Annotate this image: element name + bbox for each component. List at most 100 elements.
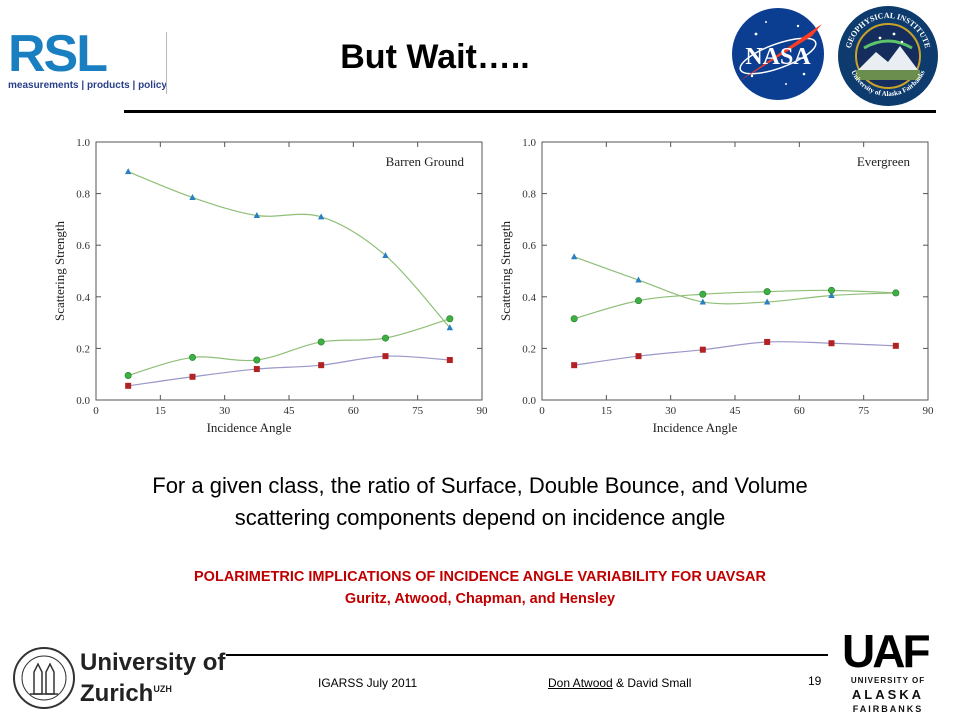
data-point-circle [124,371,132,379]
y-tick-label: 0.2 [76,343,90,355]
nasa-logo-text: NASA [745,44,811,70]
x-tick-label: 60 [794,405,806,417]
slide-title: But Wait….. [340,38,530,76]
footer-conference: IGARSS July 2011 [318,676,418,690]
data-point-circle [570,315,578,323]
uaf-wordmark: UNIVERSITY OF ALASKA FAIRBANKS [838,674,938,716]
data-point-triangle [828,292,835,299]
paper-title: POLARIMETRIC IMPLICATIONS OF INCIDENCE A… [194,569,766,585]
data-point-triangle [635,276,642,283]
data-point-triangle [763,298,771,305]
data-point-circle [253,356,261,364]
x-axis-label: Incidence Angle [653,420,738,435]
data-point-circle [699,290,707,298]
chart-annotation: Barren Ground [386,154,465,169]
footer-presenters: Don Atwood & David Small [548,676,691,690]
x-tick-label: 60 [348,405,360,417]
series-line-circle [574,289,896,320]
data-point-triangle [699,298,707,305]
y-tick-label: 0.6 [522,240,536,252]
x-tick-label: 90 [477,405,489,417]
y-tick-label: 0.4 [76,292,90,304]
x-tick-label: 15 [155,405,167,417]
data-point-square [446,357,453,364]
data-point-circle [317,338,325,346]
y-axis-label: Scattering Strength [498,221,513,322]
y-tick-label: 0.0 [522,395,536,407]
uzh-superscript: UZH [153,684,172,694]
caption-line-2: scattering components depend on incidenc… [234,505,726,530]
x-tick-label: 30 [219,405,231,417]
y-tick-label: 1.0 [76,137,90,149]
data-point-triangle [189,193,196,200]
series-line-square [128,355,450,387]
data-point-triangle [124,168,132,175]
y-tick-label: 0.6 [76,240,90,252]
chart-svg: 0 15 30 45 60 75 90 0.0 0.2 0.4 0.6 0.8 1.0 Incidence… [52,137,489,435]
data-point-square [189,373,196,380]
data-point-square [571,362,578,369]
uaf-logo: UAF UNIVERSITY OF ALASKA FAIRBANKS [838,628,938,716]
data-point-square [125,382,132,389]
data-point-triangle [570,253,578,260]
data-point-square [828,340,835,347]
y-tick-label: 0.0 [76,395,90,407]
presenter-link[interactable]: Don Atwood [548,676,613,690]
geophysical-institute-logo: GEOPHYSICAL INSTITUTE University of Alas… [838,6,938,106]
data-point-triangle [253,212,261,219]
series-line-square [574,341,896,366]
data-point-circle [763,288,771,296]
x-tick-label: 75 [412,405,424,417]
presenter-rest: & David Small [612,676,692,690]
uaf-line-1: UNIVERSITY OF [850,676,926,685]
series-line-circle [128,318,451,377]
plot-frame [95,141,483,401]
y-tick-label: 1.0 [522,137,536,149]
data-point-triangle [317,213,325,220]
data-point-triangle [446,324,454,331]
y-tick-label: 0.8 [76,189,90,201]
x-tick-label: 90 [923,405,935,417]
data-point-square [635,353,642,360]
uaf-line-2: ALASKA [851,687,925,702]
y-tick-label: 0.2 [522,343,536,355]
data-point-square [382,353,389,360]
rsl-tagline: measurements | products | policy [8,80,167,91]
uzh-name-line-2: ZurichUZH [80,676,172,707]
x-tick-label: 75 [858,405,870,417]
uzh-name-line-1: University of [80,649,226,676]
data-point-square [892,342,899,349]
uaf-mark: UAF [842,625,931,677]
nasa-logo: NASA [732,8,824,100]
series-line-triangle [573,256,896,305]
y-tick-label: 0.4 [522,292,536,304]
paper-authors: Guritz, Atwood, Chapman, and Hensley [344,591,616,607]
header-rule [124,110,936,113]
data-point-square [699,346,706,353]
x-tick-label: 15 [601,405,613,417]
data-point-circle [827,286,835,294]
x-tick-label: 0 [93,405,99,417]
data-point-circle [189,353,197,361]
rsl-logo-letters: RSL [8,25,108,83]
rsl-divider [166,32,167,94]
chart-annotation: Evergreen [857,154,911,169]
uzh-name-zurich: Zurich [80,680,154,707]
x-tick-label: 0 [539,405,545,417]
chart-svg: 0 15 30 45 60 75 90 0.0 0.2 0.4 0.6 0.8 1.0 Incidence… [498,137,935,435]
footer-rule [226,654,828,656]
data-point-square [253,366,260,373]
x-tick-label: 45 [730,405,742,417]
y-tick-label: 0.8 [522,189,536,201]
data-point-circle [635,297,643,305]
caption-line-1: For a given class, the ratio of Surface,… [152,473,808,498]
data-point-circle [446,315,454,323]
paper-reference: POLARIMETRIC IMPLICATIONS OF INCIDENCE A… [60,566,900,610]
uaf-line-3: FAIRBANKS [852,704,924,714]
data-point-square [318,362,325,369]
slide-caption: For a given class, the ratio of Surface,… [60,470,900,534]
uzh-seal-logo [13,647,75,709]
y-axis-label: Scattering Strength [52,221,67,322]
x-tick-label: 45 [284,405,296,417]
data-point-triangle [382,252,389,259]
